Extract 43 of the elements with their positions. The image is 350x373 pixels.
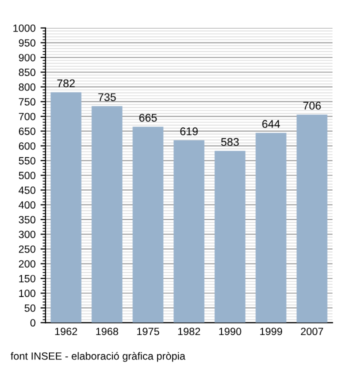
data-label: 735 bbox=[98, 93, 116, 102]
data-label: 583 bbox=[221, 138, 239, 146]
data-label: 665 bbox=[139, 114, 157, 122]
y-tick-label: 500 bbox=[18, 172, 36, 180]
x-tick-label: 2007 bbox=[300, 328, 324, 336]
y-tick-label: 800 bbox=[18, 83, 36, 91]
y-tick-label: 900 bbox=[18, 54, 36, 62]
x-tick-label: 1990 bbox=[219, 328, 242, 336]
y-tick-label: 200 bbox=[18, 260, 36, 268]
data-label: 782 bbox=[57, 79, 75, 88]
bar bbox=[132, 126, 164, 323]
y-tick-label: 300 bbox=[18, 230, 36, 238]
y-tick-label: 100 bbox=[19, 290, 36, 298]
data-label: 619 bbox=[180, 127, 198, 136]
y-tick-label: 950 bbox=[18, 39, 36, 47]
y-tick-label: 550 bbox=[18, 157, 36, 164]
y-tick-label: 0 bbox=[30, 319, 36, 327]
y-tick-label: 700 bbox=[18, 112, 36, 120]
y-tick-label: 450 bbox=[18, 186, 36, 194]
x-tick-label: 1982 bbox=[178, 328, 200, 336]
y-tick-label: 750 bbox=[18, 98, 36, 106]
y-tick-label: 50 bbox=[24, 304, 36, 312]
y-tick-label: 250 bbox=[18, 245, 36, 253]
bar bbox=[256, 132, 286, 323]
data-label: 644 bbox=[262, 120, 280, 128]
y-tick-label: 850 bbox=[18, 68, 36, 76]
bar bbox=[214, 150, 246, 323]
bar bbox=[92, 106, 122, 323]
y-tick-label: 600 bbox=[18, 142, 36, 150]
bar bbox=[296, 114, 328, 323]
y-tick-label: 350 bbox=[18, 216, 36, 224]
y-tick-label: 150 bbox=[19, 274, 36, 282]
y-tick-label: 400 bbox=[18, 201, 36, 209]
text: font INSEE - elaboració gràfica pròpia bbox=[10, 352, 186, 362]
bar bbox=[50, 92, 82, 323]
x-tick-label: 1968 bbox=[96, 328, 118, 336]
x-tick-label: 1999 bbox=[260, 328, 282, 336]
data-label: 706 bbox=[303, 102, 321, 110]
y-tick-label: 650 bbox=[18, 128, 36, 135]
x-tick-label: 1975 bbox=[137, 328, 160, 336]
bar bbox=[174, 140, 204, 323]
y-tick-label: 1000 bbox=[13, 24, 36, 32]
x-tick-label: 1962 bbox=[55, 328, 78, 336]
